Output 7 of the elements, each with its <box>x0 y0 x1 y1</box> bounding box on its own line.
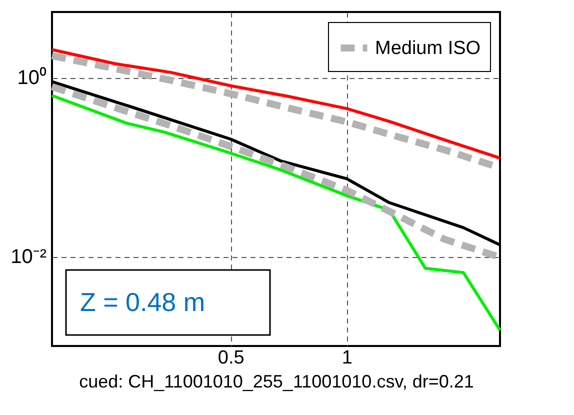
x-tick-label: 1 <box>342 348 352 368</box>
y-tick-label: 10⁻² <box>10 246 47 268</box>
x-tick-label: 0.5 <box>218 348 244 368</box>
legend-label: Medium ISO <box>375 38 481 59</box>
y-tick-label: 10⁰ <box>17 66 46 90</box>
x-axis-title: cued: CH_11001010_255_11001010.csv, dr=0.21 <box>79 372 474 392</box>
annotation: Z = 0.48 m <box>80 287 205 317</box>
